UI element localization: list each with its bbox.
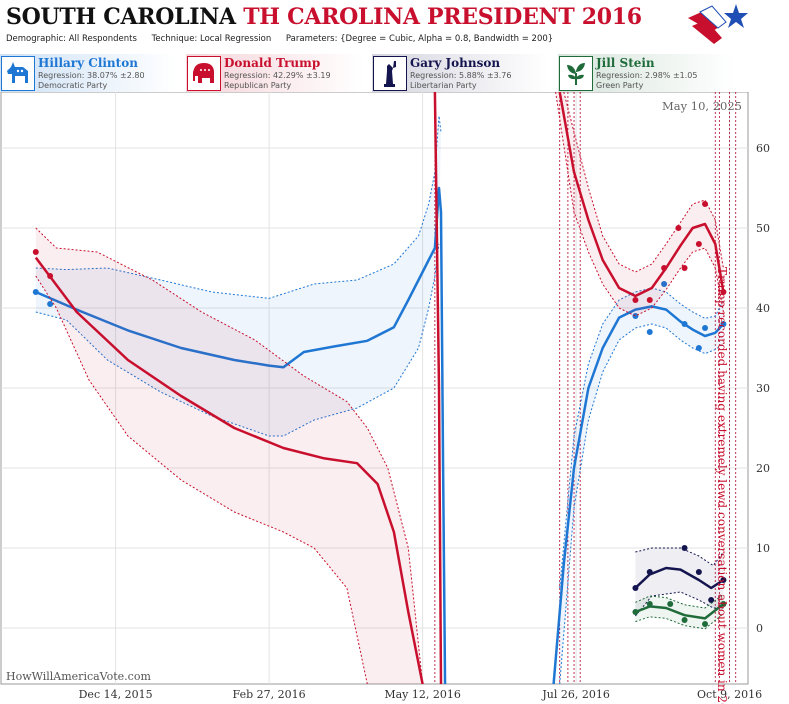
star-logo-icon bbox=[688, 4, 748, 44]
y-tick-label: 10 bbox=[756, 542, 770, 555]
poll-point bbox=[681, 545, 688, 551]
poll-point bbox=[632, 313, 639, 319]
chart-plot: 0 10 20 30 40 50 60 Dec 14, 2015 Feb 27, 2016 May… bbox=[0, 92, 770, 704]
upper-bound-line bbox=[35, 227, 424, 684]
chart-header: SOUTH CAROLINA TH CAROLINA PRESIDENT 201… bbox=[0, 0, 789, 50]
donkey-icon bbox=[1, 56, 35, 91]
y-tick-label: 0 bbox=[756, 622, 763, 635]
lower-bound-line bbox=[559, 323, 724, 684]
party-label: Libertarian Party bbox=[410, 81, 477, 90]
x-tick-label: Jul 26, 2016 bbox=[541, 688, 610, 701]
lower-bound-line bbox=[35, 243, 440, 437]
legend-stein: Jill Stein Regression: 2.98% ±1.05 Green… bbox=[558, 54, 744, 92]
poll-point bbox=[675, 225, 682, 231]
confidence-band bbox=[635, 548, 724, 616]
poll-point bbox=[708, 597, 715, 603]
poll-point bbox=[695, 345, 702, 351]
regression-line bbox=[558, 92, 725, 298]
poll-point bbox=[632, 609, 639, 615]
poll-point bbox=[695, 241, 702, 247]
candidate-name: Hillary Clinton bbox=[38, 56, 138, 70]
regression-value: Regression: 38.07% ±2.80 bbox=[38, 71, 145, 80]
leaf-icon bbox=[559, 56, 593, 91]
candidate-name: Jill Stein bbox=[596, 56, 655, 70]
legend-clinton: Hillary Clinton Regression: 38.07% ±2.80… bbox=[0, 54, 186, 92]
party-label: Democratic Party bbox=[38, 81, 108, 90]
chart-parameters: Demographic: All Respondents Technique: … bbox=[6, 34, 565, 44]
regression-value: Regression: 5.88% ±3.76 bbox=[410, 71, 512, 80]
y-tick-label: 60 bbox=[756, 142, 770, 155]
upper-bound-line bbox=[635, 593, 724, 609]
poll-point bbox=[47, 273, 54, 279]
demographic-label: Demographic: All Respondents bbox=[6, 34, 137, 44]
regression-line bbox=[35, 186, 447, 684]
poll-point bbox=[646, 297, 653, 303]
poll-point bbox=[681, 265, 688, 271]
lower-bound-line bbox=[35, 275, 368, 684]
regression-value: Regression: 42.29% ±3.19 bbox=[224, 71, 331, 80]
legend-trump: Donald Trump Regression: 42.29% ±3.19 Re… bbox=[186, 54, 372, 92]
candidate-legend: Hillary Clinton Regression: 38.07% ±2.80… bbox=[0, 54, 750, 92]
regression-line bbox=[34, 256, 424, 684]
poll-point bbox=[32, 249, 39, 255]
y-tick-label: 40 bbox=[756, 302, 770, 315]
lower-bound-line bbox=[555, 92, 724, 317]
x-tick-label: May 12, 2016 bbox=[384, 688, 461, 701]
poll-point bbox=[47, 301, 54, 307]
title-race: TH CAROLINA PRESIDENT 2016 bbox=[243, 4, 642, 30]
poll-point bbox=[32, 289, 39, 295]
poll-point bbox=[667, 601, 674, 607]
parameters-label: Parameters: {Degree = Cubic, Alpha = 0.8… bbox=[285, 34, 554, 44]
poll-point bbox=[720, 601, 727, 607]
lower-bound-line bbox=[635, 613, 724, 630]
confidence-band bbox=[35, 228, 423, 684]
y-tick-label: 50 bbox=[756, 222, 770, 235]
upper-bound-line bbox=[35, 115, 442, 299]
poll-point bbox=[632, 585, 639, 591]
watermark: HowWillAmericaVote.com bbox=[6, 670, 151, 683]
regression-line bbox=[634, 603, 725, 620]
poll-point bbox=[681, 617, 688, 623]
poll-point bbox=[702, 325, 709, 331]
y-tick-label: 30 bbox=[756, 382, 770, 395]
y-tick-label: 20 bbox=[756, 462, 770, 475]
confidence-band bbox=[35, 116, 442, 436]
chart-title: SOUTH CAROLINA TH CAROLINA PRESIDENT 201… bbox=[6, 4, 642, 30]
poll-point bbox=[720, 577, 727, 583]
x-tick-label: Oct 9, 2016 bbox=[697, 688, 762, 701]
candidate-name: Donald Trump bbox=[224, 56, 321, 70]
poll-point bbox=[720, 321, 727, 327]
date-label: May 10, 2025 bbox=[662, 99, 742, 113]
poll-point bbox=[720, 289, 727, 295]
series-layer bbox=[32, 92, 727, 684]
x-tick-label: Dec 14, 2015 bbox=[79, 688, 153, 701]
party-label: Green Party bbox=[596, 81, 644, 90]
confidence-band bbox=[555, 92, 724, 316]
technique-label: Technique: Local Regression bbox=[151, 34, 272, 44]
legend-johnson: Gary Johnson Regression: 5.88% ±3.76 Lib… bbox=[372, 54, 558, 92]
upper-bound-line bbox=[635, 547, 724, 567]
regression-value: Regression: 2.98% ±1.05 bbox=[596, 71, 698, 80]
poll-point bbox=[702, 621, 709, 627]
regression-line bbox=[433, 92, 443, 684]
poll-point bbox=[661, 265, 668, 271]
x-tick-label: Feb 27, 2016 bbox=[233, 688, 306, 701]
poll-point bbox=[646, 601, 653, 607]
statue-of-liberty-icon bbox=[373, 56, 407, 91]
poll-point bbox=[632, 297, 639, 303]
annotation-text: Trump recorded having extremely lewd con… bbox=[715, 267, 729, 704]
poll-point bbox=[695, 569, 702, 575]
elephant-icon bbox=[187, 56, 221, 91]
party-label: Republican Party bbox=[224, 81, 292, 90]
poll-point bbox=[646, 329, 653, 335]
title-state: SOUTH CAROLINA bbox=[6, 4, 236, 30]
regression-line bbox=[552, 305, 725, 684]
candidate-name: Gary Johnson bbox=[410, 56, 501, 70]
poll-point bbox=[646, 569, 653, 575]
poll-point bbox=[702, 201, 709, 207]
poll-point bbox=[661, 281, 668, 287]
confidence-band bbox=[635, 594, 724, 629]
poll-point bbox=[681, 321, 688, 327]
lower-bound-line bbox=[635, 591, 724, 617]
